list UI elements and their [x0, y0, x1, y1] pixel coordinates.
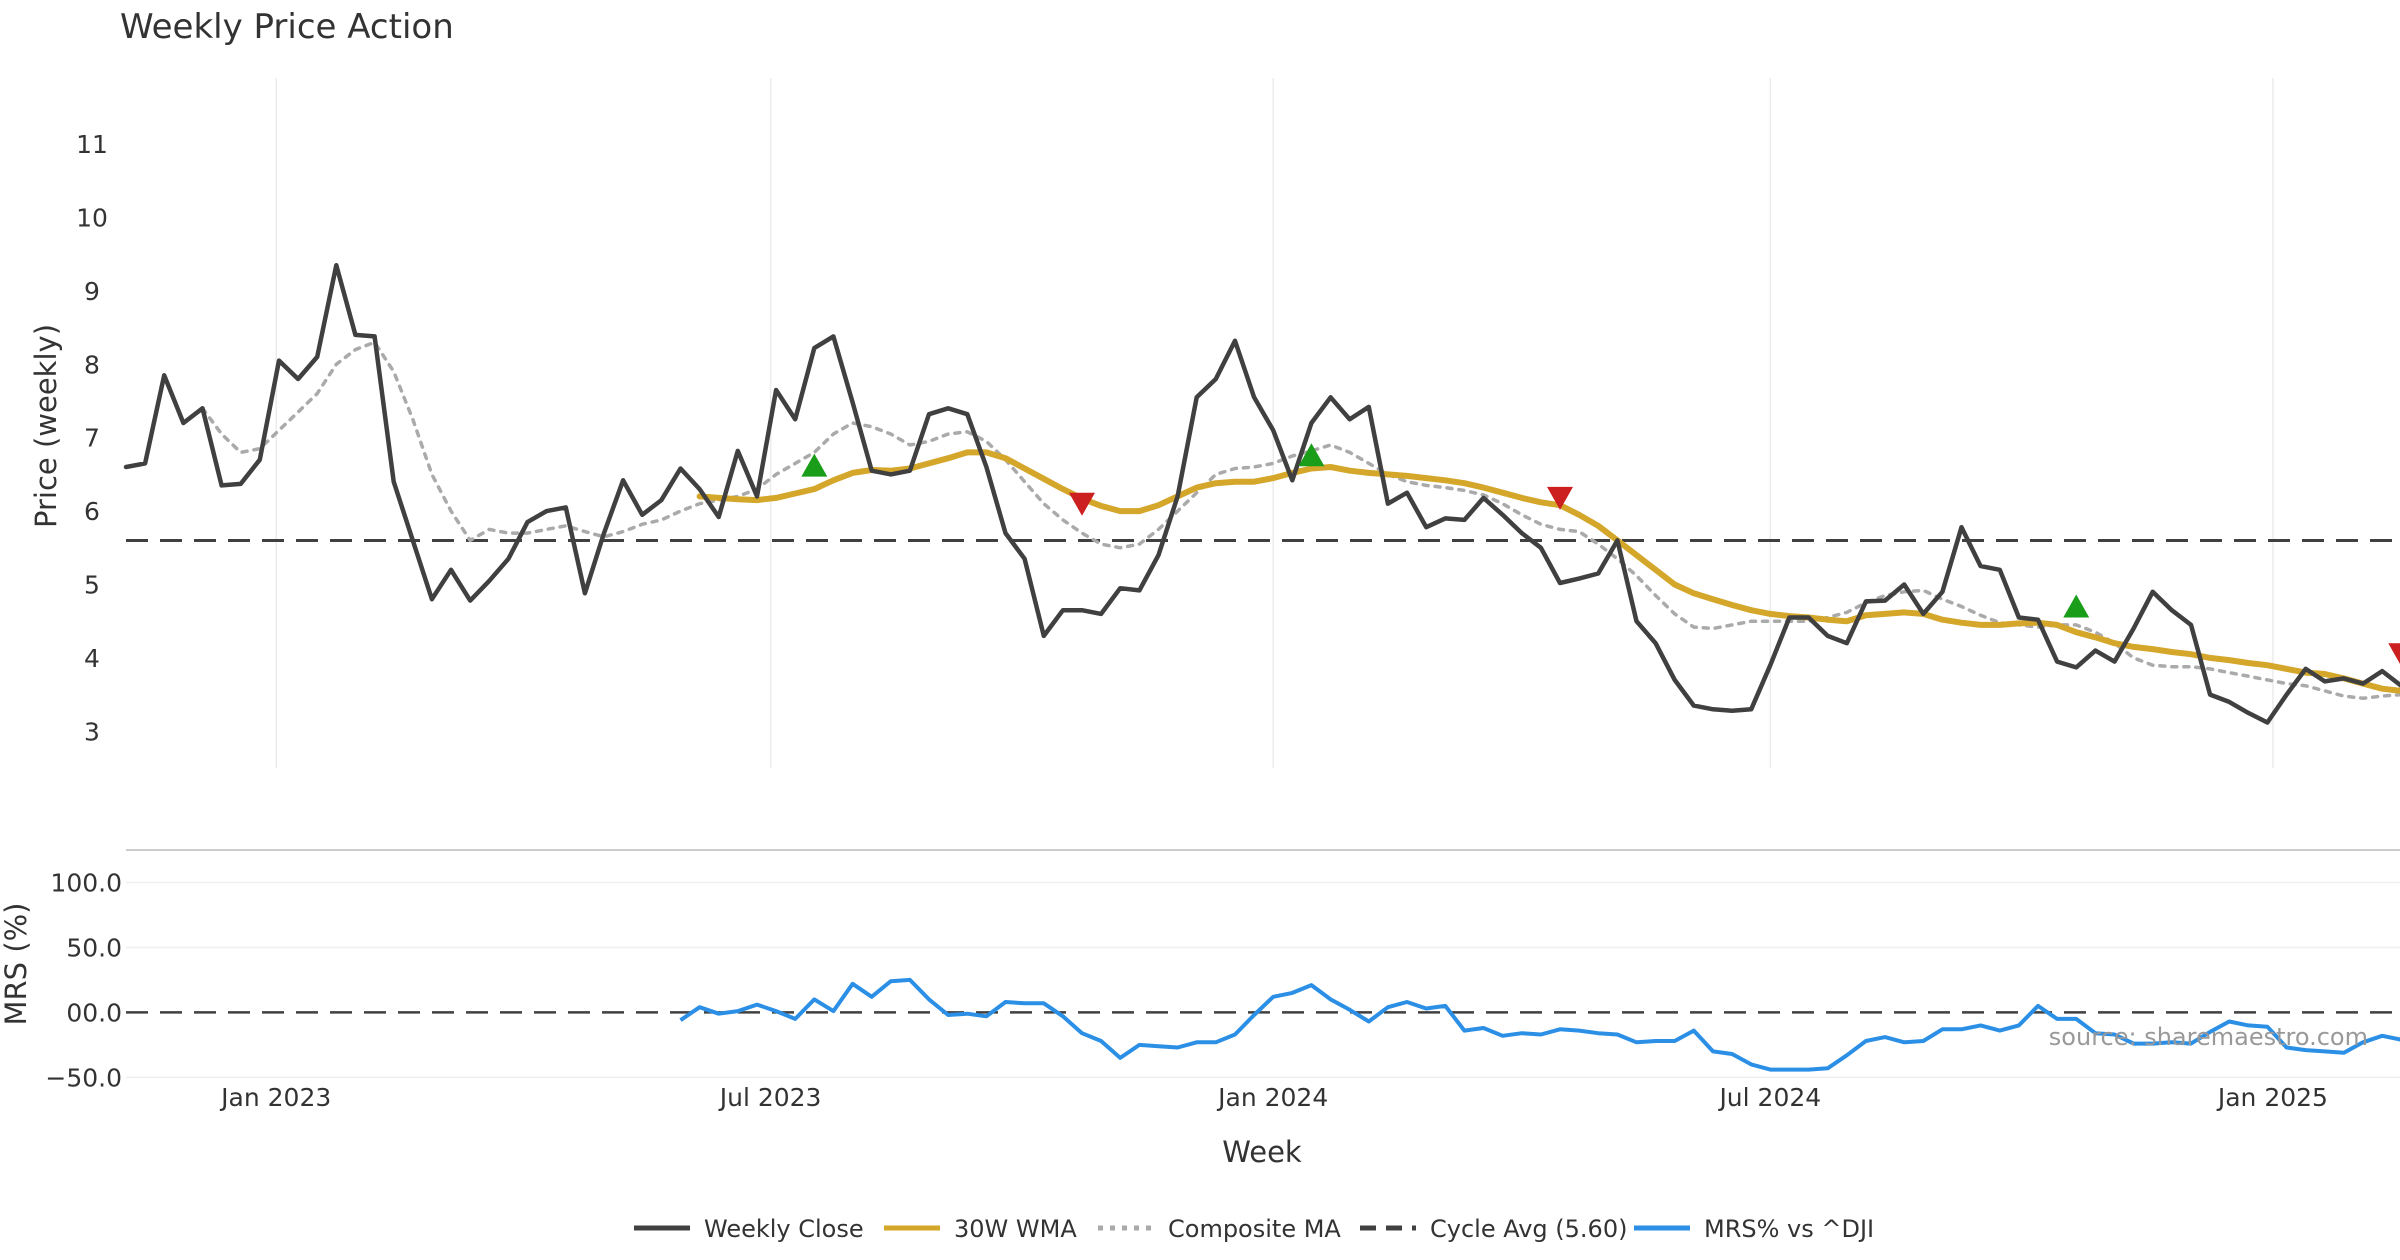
legend-label: MRS% vs ^DJI [1704, 1215, 1874, 1243]
weekly-close-line [123, 262, 2400, 725]
mrs-y-tick-label: 50.0 [66, 933, 122, 962]
price-y-tick-label: 11 [76, 130, 108, 159]
legend-item: MRS% vs ^DJI [1634, 1215, 1874, 1243]
buy-signal-marker [801, 453, 828, 477]
sell-signal-marker [2388, 643, 2400, 664]
mrs-y-tick-label: 00.0 [66, 998, 122, 1027]
price-panel: 3 4 5 6 7 8 9 10 11 [76, 78, 2400, 768]
x-tick-label: Jan 2024 [1216, 1083, 1328, 1112]
price-y-axis-label: Price (weekly) [29, 324, 63, 528]
sell-signal-marker [1069, 492, 1095, 516]
legend-item: Cycle Avg (5.60) [1360, 1215, 1627, 1243]
wma-30w-line [696, 449, 2400, 694]
legend-label: Weekly Close [704, 1215, 864, 1243]
mrs-y-tick-label: 100.0 [50, 868, 122, 897]
x-tick-label: Jan 2025 [2216, 1083, 2328, 1112]
x-tick-label: Jul 2023 [718, 1083, 822, 1112]
legend-item: 30W WMA [884, 1215, 1077, 1243]
price-y-tick-label: 4 [84, 644, 100, 673]
composite-ma-line [200, 340, 2400, 701]
legend-label: 30W WMA [954, 1215, 1077, 1243]
source-annotation: source: sharemaestro.com [2049, 1023, 2368, 1051]
mrs-y-axis-label: MRS (%) [0, 903, 33, 1026]
price-y-tick-label: 7 [84, 424, 100, 453]
sell-signal-marker [1547, 486, 1573, 510]
legend-item: Composite MA [1098, 1215, 1341, 1243]
x-tick-label: Jan 2023 [219, 1083, 331, 1112]
x-axis-label: Week [1222, 1135, 1302, 1169]
price-y-tick-label: 5 [84, 570, 100, 599]
price-y-tick-label: 8 [84, 350, 100, 379]
price-y-tick-label: 9 [84, 277, 100, 306]
x-tick-label: Jul 2024 [1717, 1083, 1821, 1112]
mrs-y-tick-label: −50.0 [45, 1063, 122, 1092]
buy-signal-marker [2063, 594, 2090, 618]
chart-legend: Weekly Close 30W WMA Composite MA Cycle Avg… [634, 1215, 1874, 1243]
chart-title: Weekly Price Action [120, 7, 454, 47]
legend-label: Cycle Avg (5.60) [1430, 1215, 1627, 1243]
price-y-tick-label: 3 [84, 717, 100, 746]
price-y-tick-label: 10 [76, 203, 108, 232]
mrs-line [679, 977, 2400, 1072]
buy-signal-marker [1298, 443, 1325, 467]
legend-label: Composite MA [1168, 1215, 1341, 1243]
legend-item: Weekly Close [634, 1215, 864, 1243]
mrs-panel: Jan 2023 Jul 2023 Jan 2024 Jul 2024 Jan 2025… [45, 849, 2400, 1112]
price-y-tick-label: 6 [84, 497, 100, 526]
